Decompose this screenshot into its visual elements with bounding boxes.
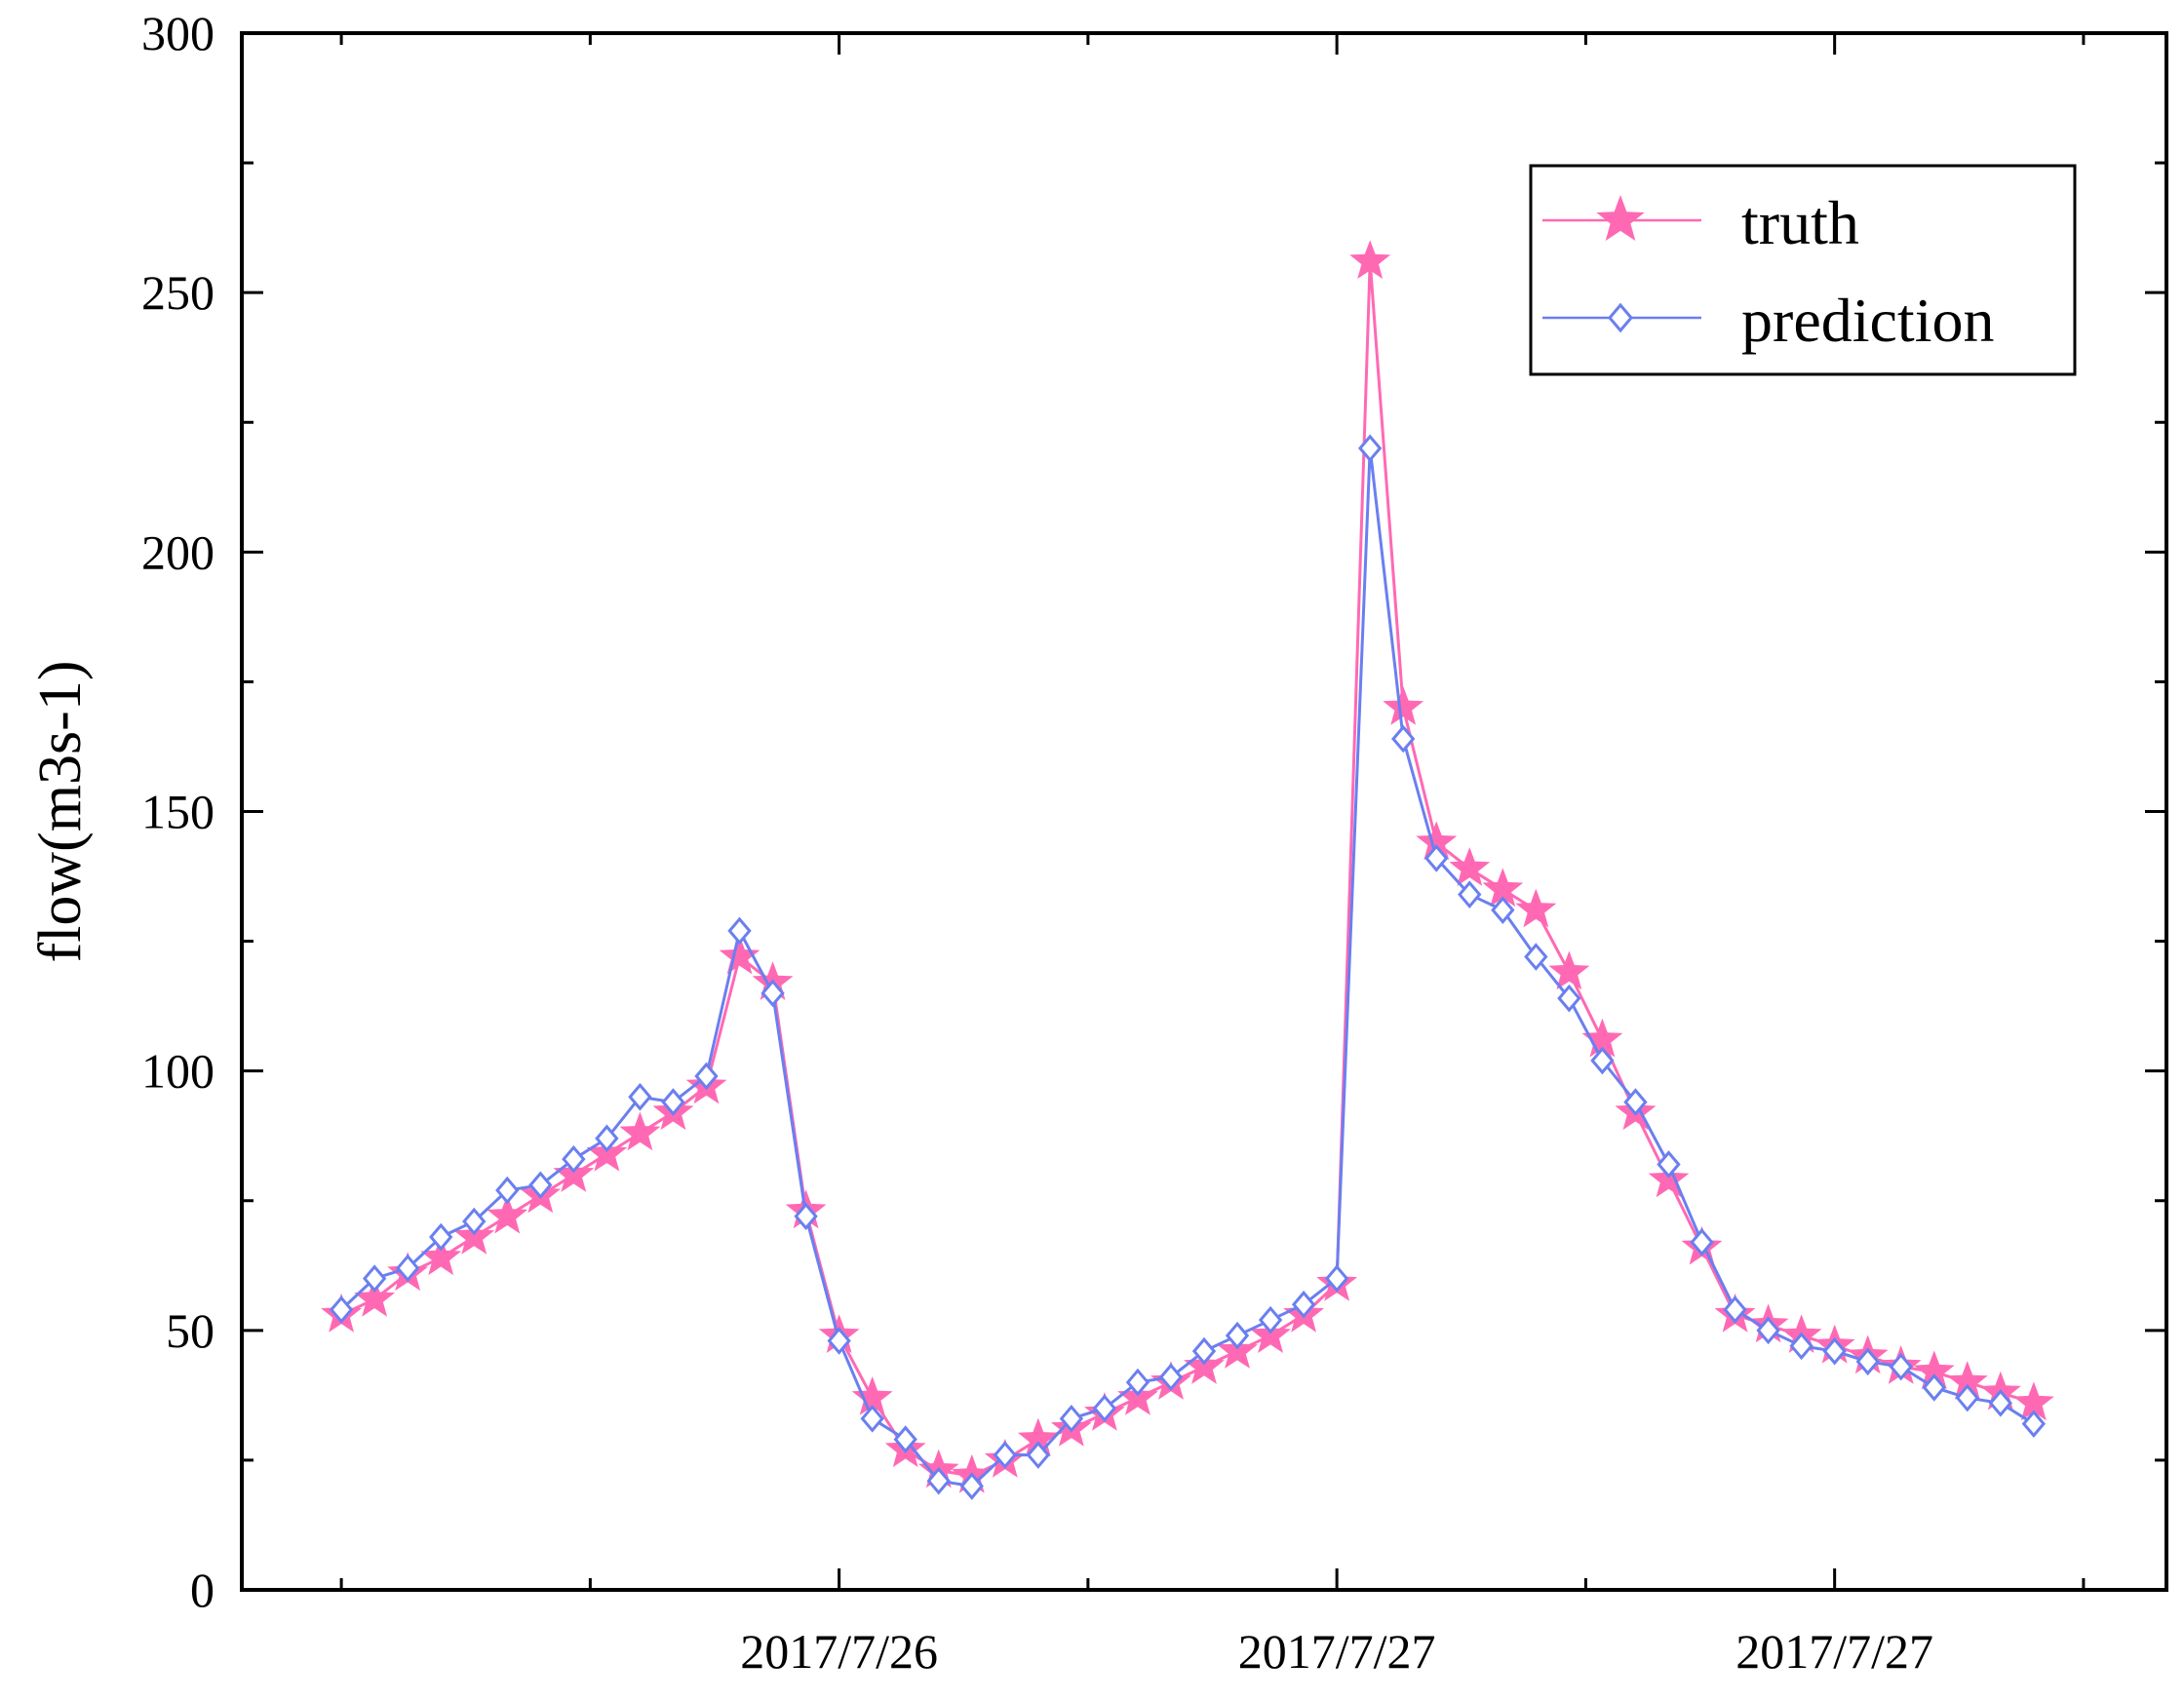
y-tick-label: 150 bbox=[141, 785, 214, 839]
data-point-prediction bbox=[1026, 1441, 1050, 1469]
series-line-prediction bbox=[340, 446, 2035, 1488]
data-point-prediction bbox=[1158, 1363, 1184, 1392]
data-point-prediction bbox=[1225, 1321, 1250, 1350]
data-point-truth bbox=[1449, 847, 1491, 886]
data-point-truth bbox=[1913, 1350, 1955, 1390]
data-point-prediction bbox=[1391, 724, 1416, 754]
data-point-prediction bbox=[1988, 1389, 2012, 1417]
data-point-prediction bbox=[2021, 1410, 2047, 1438]
series-line-truth bbox=[340, 259, 2035, 1478]
axes: 0 50 100 150 200 250 300 2017/7/26 2017/7/27 2017… bbox=[27, 6, 2168, 1679]
data-point-truth bbox=[1349, 240, 1391, 279]
data-point-truth bbox=[1581, 1018, 1623, 1058]
x-tick-label: 2017/7/26 bbox=[740, 1624, 938, 1679]
data-point-prediction bbox=[1855, 1347, 1880, 1376]
data-point-prediction bbox=[1922, 1373, 1946, 1402]
data-point-prediction bbox=[1059, 1405, 1084, 1433]
x-tick-label: 2017/7/27 bbox=[1238, 1624, 1436, 1679]
data-point-prediction bbox=[495, 1176, 520, 1205]
data-point-prediction bbox=[1358, 434, 1383, 463]
data-point-prediction bbox=[1491, 896, 1515, 924]
data-point-prediction bbox=[1125, 1368, 1150, 1397]
data-point-prediction bbox=[1258, 1305, 1283, 1334]
data-point-prediction bbox=[1524, 943, 1548, 971]
data-point-truth bbox=[1515, 888, 1557, 928]
data-point-prediction bbox=[1822, 1336, 1847, 1366]
data-point-truth bbox=[354, 1277, 396, 1317]
data-point-truth bbox=[1416, 821, 1458, 861]
data-point-prediction bbox=[860, 1405, 884, 1433]
data-point-prediction bbox=[1889, 1352, 1913, 1381]
series-prediction bbox=[329, 434, 2047, 1500]
data-point-prediction bbox=[1623, 1088, 1648, 1116]
data-point-truth bbox=[487, 1194, 528, 1234]
data-point-prediction bbox=[595, 1124, 619, 1153]
x-tick-label: 2017/7/27 bbox=[1736, 1624, 1933, 1679]
legend: truth prediction bbox=[1529, 164, 2077, 376]
y-tick-label: 0 bbox=[190, 1563, 214, 1617]
data-point-prediction bbox=[727, 916, 752, 946]
legend-prediction-marker bbox=[1607, 302, 1634, 333]
data-point-prediction bbox=[1690, 1228, 1714, 1256]
data-point-prediction bbox=[1590, 1046, 1615, 1075]
legend-prediction-label: prediction bbox=[1741, 286, 1994, 355]
data-point-prediction bbox=[1324, 1264, 1349, 1293]
y-tick-label: 200 bbox=[141, 524, 214, 579]
series-truth bbox=[321, 240, 2054, 1493]
data-point-truth bbox=[619, 1111, 661, 1151]
data-point-prediction bbox=[661, 1088, 685, 1116]
data-point-prediction bbox=[1756, 1316, 1780, 1345]
y-tick-label: 50 bbox=[166, 1303, 214, 1358]
y-tick-label: 250 bbox=[141, 265, 214, 320]
data-point-prediction bbox=[396, 1254, 420, 1283]
data-point-prediction bbox=[1424, 844, 1449, 872]
data-point-prediction bbox=[760, 979, 785, 1008]
data-point-prediction bbox=[1955, 1383, 1979, 1412]
data-point-truth bbox=[1017, 1417, 1059, 1457]
data-point-truth bbox=[1482, 868, 1524, 908]
data-point-prediction bbox=[1458, 880, 1482, 908]
data-point-prediction bbox=[462, 1207, 487, 1236]
data-point-prediction bbox=[893, 1425, 917, 1453]
data-point-prediction bbox=[1723, 1295, 1747, 1324]
data-point-prediction bbox=[926, 1466, 951, 1495]
legend-truth-label: truth bbox=[1741, 188, 1859, 257]
data-point-truth bbox=[1548, 950, 1590, 990]
data-point-prediction bbox=[1657, 1150, 1681, 1179]
y-axis-title: flow(m3s-1) bbox=[27, 661, 94, 963]
legend-truth-marker bbox=[1596, 195, 1645, 241]
series-layer bbox=[321, 240, 2054, 1500]
data-point-truth bbox=[851, 1376, 893, 1415]
data-point-truth bbox=[719, 935, 760, 975]
data-point-prediction bbox=[959, 1472, 984, 1500]
data-point-prediction bbox=[528, 1171, 553, 1200]
data-point-prediction bbox=[562, 1144, 586, 1174]
data-point-prediction bbox=[329, 1295, 354, 1324]
data-point-truth bbox=[420, 1236, 462, 1276]
data-point-prediction bbox=[694, 1062, 719, 1091]
data-point-prediction bbox=[794, 1202, 818, 1231]
data-point-prediction bbox=[827, 1327, 851, 1355]
data-point-prediction bbox=[362, 1264, 387, 1293]
data-point-prediction bbox=[1789, 1332, 1814, 1361]
data-point-prediction bbox=[1557, 984, 1581, 1013]
y-tick-label: 300 bbox=[141, 6, 214, 60]
data-point-prediction bbox=[429, 1222, 453, 1252]
data-point-truth bbox=[2012, 1381, 2054, 1421]
data-point-prediction bbox=[1291, 1290, 1316, 1319]
y-tick-label: 100 bbox=[141, 1044, 214, 1099]
data-point-prediction bbox=[1191, 1336, 1217, 1366]
data-point-truth bbox=[1946, 1361, 1988, 1400]
data-point-prediction bbox=[1092, 1394, 1117, 1422]
data-point-truth bbox=[1383, 686, 1424, 725]
data-point-prediction bbox=[628, 1082, 652, 1111]
data-point-prediction bbox=[993, 1441, 1017, 1469]
